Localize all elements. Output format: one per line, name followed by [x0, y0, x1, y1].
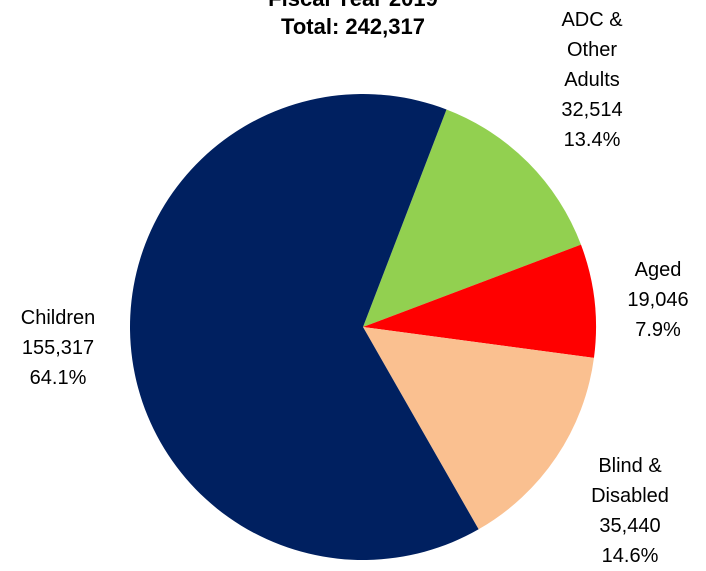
category-label: Aged: [634, 259, 682, 281]
pie-slice: [363, 109, 581, 327]
pie-slice: [130, 93, 479, 560]
category-label: Children: [20, 307, 96, 329]
percent-label: 7.9%: [635, 319, 681, 341]
chart-subtitle: Total: 242,317: [281, 14, 425, 39]
slice-label: ADC & Other Adults 32,514 13.4%: [552, 5, 632, 155]
slice-label: Aged 19,046 7.9%: [613, 255, 703, 345]
slice-label: Children 155,317 64.1%: [3, 303, 113, 393]
percent-label: 64.1%: [29, 367, 87, 389]
percent-label: 13.4%: [563, 129, 621, 151]
slice-label: Blind & Disabled 35,440 14.6%: [580, 451, 680, 571]
value-label: 32,514: [561, 99, 623, 121]
pie-slice: [363, 327, 594, 530]
percent-label: 14.6%: [601, 545, 659, 567]
value-label: 155,317: [21, 337, 95, 359]
category-label: Blind & Disabled: [591, 455, 669, 507]
value-label: 19,046: [627, 289, 689, 311]
category-label: ADC & Other Adults: [561, 9, 623, 91]
pie-slice: [363, 244, 596, 358]
value-label: 35,440: [599, 515, 661, 537]
chart-title: Fiscal Year 2019: [0, 0, 706, 12]
